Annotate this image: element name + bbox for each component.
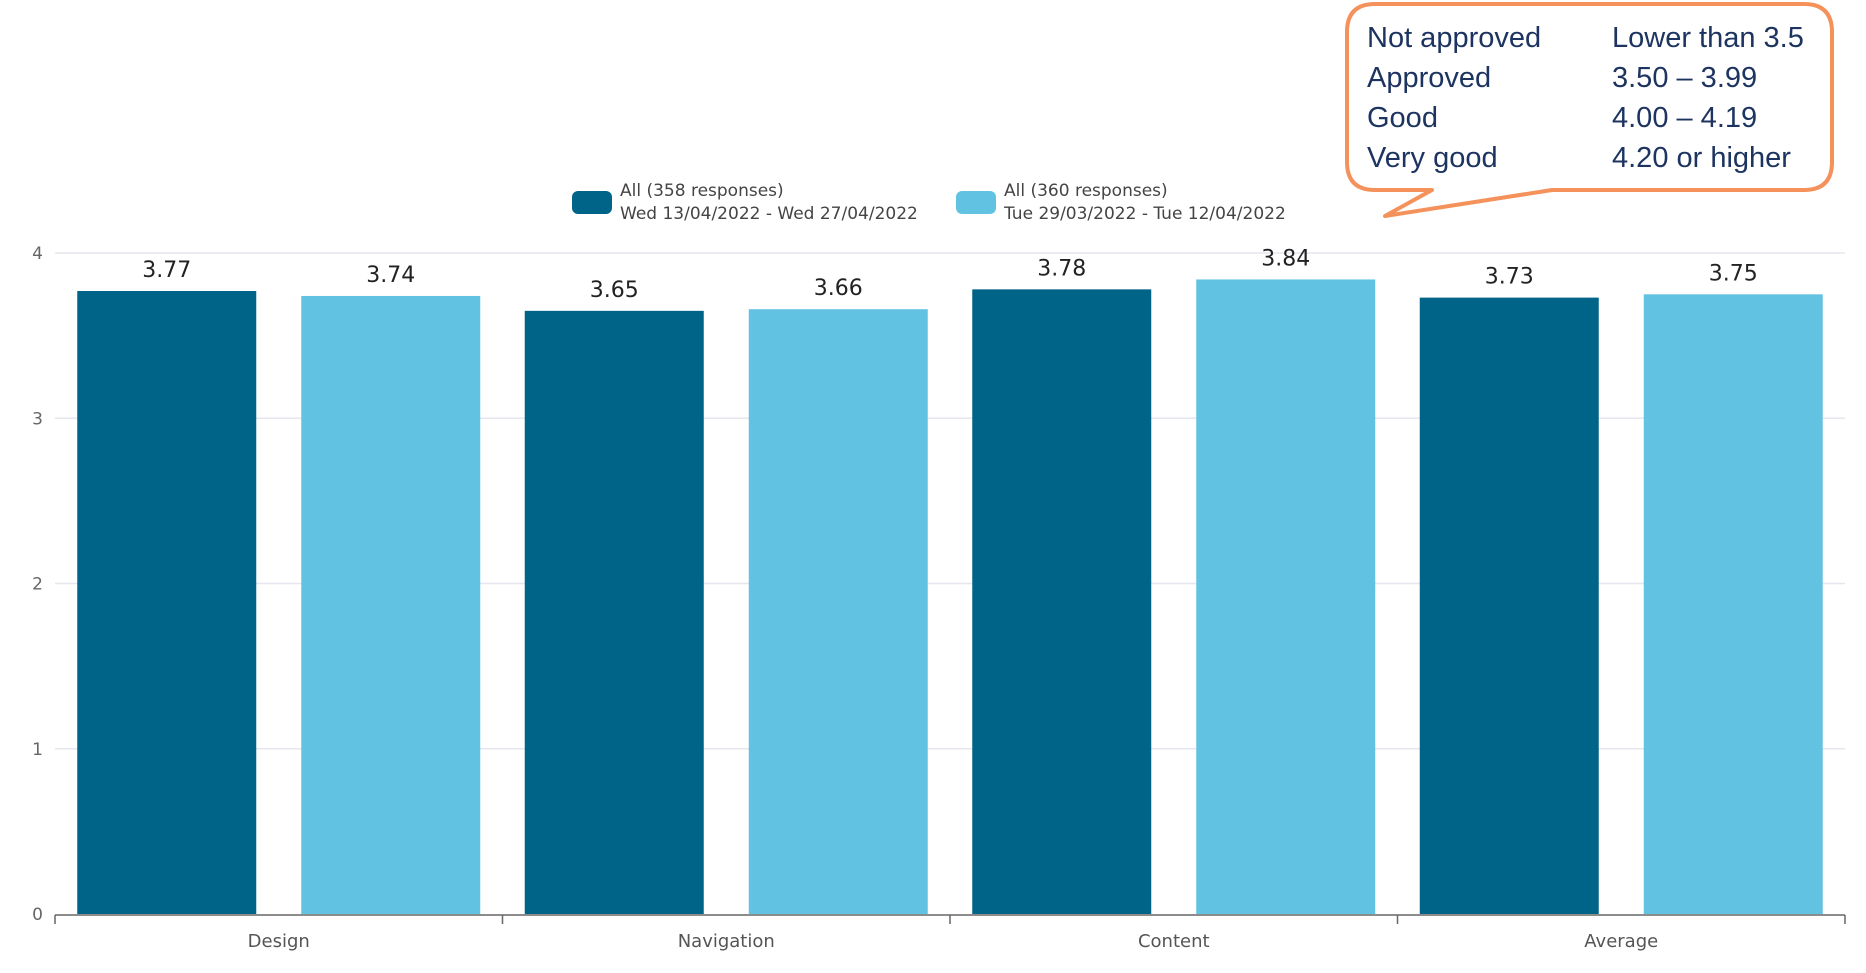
callout-bubble	[1345, 2, 1834, 218]
y-tick-label: 3	[32, 409, 43, 429]
bar-value-label: 3.74	[366, 263, 415, 288]
legend-series-dates: Wed 13/04/2022 - Wed 27/04/2022	[620, 204, 918, 224]
rating-range: 4.20 or higher	[1612, 142, 1791, 174]
bar	[972, 289, 1152, 915]
y-axis: 0 1 2 3 4	[32, 244, 43, 925]
y-tick-label: 2	[32, 575, 43, 595]
rating-range: Lower than 3.5	[1612, 22, 1804, 54]
rating-scale-callout: Not approved Lower than 3.5 Approved 3.50 –…	[1345, 2, 1834, 218]
y-tick-label: 0	[32, 905, 43, 925]
legend-series-name: All (358 responses)	[620, 181, 784, 201]
x-category-label: Content	[1138, 931, 1210, 952]
rating-range: 3.50 – 3.99	[1612, 62, 1757, 94]
rating-label: Not approved	[1367, 22, 1541, 54]
rating-label: Good	[1367, 102, 1438, 134]
x-category-label: Average	[1584, 931, 1658, 952]
bar	[1196, 279, 1376, 914]
rating-label: Approved	[1367, 62, 1491, 94]
rating-label: Very good	[1367, 142, 1498, 174]
y-tick-label: 4	[32, 244, 43, 264]
rating-range: 4.00 – 4.19	[1612, 102, 1757, 134]
legend-swatch	[572, 191, 612, 214]
x-category-label: Design	[248, 931, 310, 952]
legend-swatch	[956, 191, 996, 214]
bar-value-label: 3.75	[1709, 261, 1758, 286]
bars: 3.77 3.74 3.65 3.66 3.78 3.84 3.73 3.75	[77, 246, 1823, 915]
bar-value-label: 3.73	[1485, 265, 1534, 290]
bar	[748, 309, 928, 914]
bar-value-label: 3.77	[142, 258, 191, 283]
x-axis: Design Navigation Content Average	[54, 914, 1846, 952]
bar-value-label: 3.78	[1037, 256, 1086, 281]
x-category-label: Navigation	[678, 931, 775, 952]
y-tick-label: 1	[32, 740, 43, 760]
bar	[77, 291, 257, 914]
legend-series-dates: Tue 29/03/2022 - Tue 12/04/2022	[1003, 204, 1286, 224]
bar-value-label: 3.66	[814, 276, 863, 301]
legend-series-name: All (360 responses)	[1004, 181, 1168, 201]
bar-value-label: 3.84	[1261, 246, 1310, 271]
bar	[301, 295, 481, 915]
bar-value-label: 3.65	[590, 278, 639, 303]
legend: All (358 responses) Wed 13/04/2022 - Wed …	[572, 181, 1286, 224]
bar	[1643, 294, 1823, 914]
bar	[1419, 297, 1599, 914]
bar	[524, 310, 704, 914]
